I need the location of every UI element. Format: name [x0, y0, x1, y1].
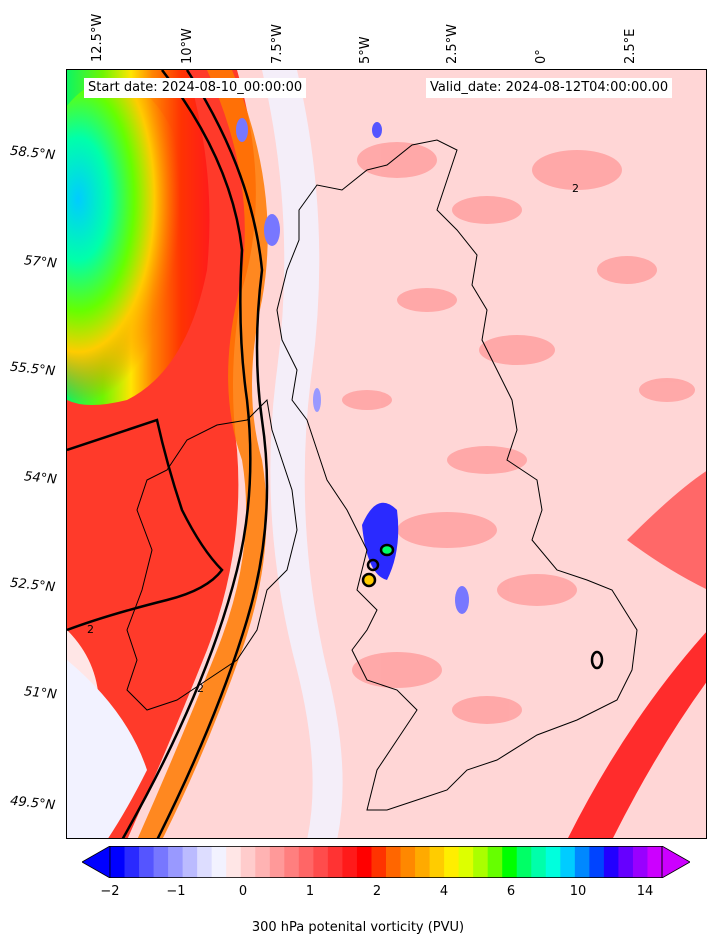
colorbar-swatch: [371, 846, 386, 878]
colorbar-swatch: [212, 846, 227, 878]
contour-label-west: 2: [87, 623, 94, 636]
colorbar-swatch: [459, 846, 474, 878]
pv-field: 2 2 2: [67, 70, 707, 839]
colorbar-swatch: [154, 846, 169, 878]
lon-label-5w: 5°W: [358, 36, 373, 64]
colorbar-swatch: [299, 846, 314, 878]
colorbar-swatch: [386, 846, 401, 878]
colorbar-swatch: [633, 846, 648, 878]
colorbar-swatch: [531, 846, 546, 878]
colorbar-swatch: [357, 846, 372, 878]
colorbar-swatch: [125, 846, 140, 878]
contour-label-southwest: 2: [197, 682, 204, 695]
colorbar-swatch: [168, 846, 183, 878]
colorbar-swatch: [488, 846, 503, 878]
colorbar-swatch: [183, 846, 198, 878]
colorbar-swatch: [328, 846, 343, 878]
valid-date: Valid_date: 2024-08-12T04:00:00.00: [426, 78, 672, 98]
colorbar-tick-0: 0: [239, 884, 247, 899]
colorbar-swatch: [139, 846, 154, 878]
pv-map: 2 2 2: [66, 69, 707, 839]
colorbar-swatch: [560, 846, 575, 878]
lon-label-7.5w: 7.5°W: [270, 24, 285, 64]
colorbar-swatch: [342, 846, 357, 878]
colorbar-tick-10: 10: [570, 884, 587, 899]
colorbar-swatch: [401, 846, 416, 878]
colorbar-swatch: [444, 846, 459, 878]
colorbar-swatch: [284, 846, 299, 878]
colorbar-tick-2: 2: [373, 884, 381, 899]
colorbar-swatch: [647, 846, 662, 878]
colorbar-swatch: [473, 846, 488, 878]
lat-label-54n: 54°N: [23, 469, 57, 487]
colorbar-swatch: [313, 846, 328, 878]
lon-label-12.5w: 12.5°W: [90, 14, 105, 62]
colorbar-swatch: [517, 846, 532, 878]
colorbar-swatch: [270, 846, 285, 878]
contour-label-northeast: 2: [572, 182, 579, 195]
colorbar-swatch: [546, 846, 561, 878]
colorbar-tick-neg1: −1: [166, 884, 185, 899]
lat-label-51n: 51°N: [23, 684, 57, 702]
colorbar-extend-min: [82, 846, 110, 878]
lat-label-57n: 57°N: [23, 253, 57, 271]
colorbar-swatch: [502, 846, 517, 878]
colorbar-swatch: [618, 846, 633, 878]
colorbar-tick-6: 6: [507, 884, 515, 899]
lon-label-0: 0°: [534, 49, 549, 64]
colorbar-swatch: [197, 846, 212, 878]
start-date: Start date: 2024-08-10_00:00:00: [84, 78, 306, 98]
colorbar-tick-neg2: −2: [100, 884, 119, 899]
colorbar-swatch: [604, 846, 619, 878]
lon-label-2.5w: 2.5°W: [445, 24, 460, 64]
colorbar-extend-max: [662, 846, 690, 878]
lat-label-55.5n: 55.5°N: [9, 360, 55, 380]
colorbar-title: 300 hPa potenital vorticity (PVU): [0, 920, 716, 935]
colorbar-tick-14: 14: [637, 884, 654, 899]
colorbar-tick-4: 4: [440, 884, 448, 899]
lat-label-52.5n: 52.5°N: [9, 576, 55, 596]
lat-label-49.5n: 49.5°N: [9, 794, 55, 814]
colorbar-swatch: [589, 846, 604, 878]
colorbar-swatch: [241, 846, 256, 878]
colorbar-swatch: [226, 846, 241, 878]
lon-label-10w: 10°W: [180, 28, 195, 64]
colorbar-tick-1: 1: [306, 884, 314, 899]
colorbar-swatch: [415, 846, 430, 878]
colorbar-swatch: [430, 846, 445, 878]
lat-label-58.5n: 58.5°N: [9, 144, 55, 164]
colorbar-swatch: [255, 846, 270, 878]
colorbar: [82, 846, 690, 878]
lon-label-2.5e: 2.5°E: [623, 29, 638, 64]
colorbar-swatch: [110, 846, 125, 878]
colorbar-swatch: [575, 846, 590, 878]
